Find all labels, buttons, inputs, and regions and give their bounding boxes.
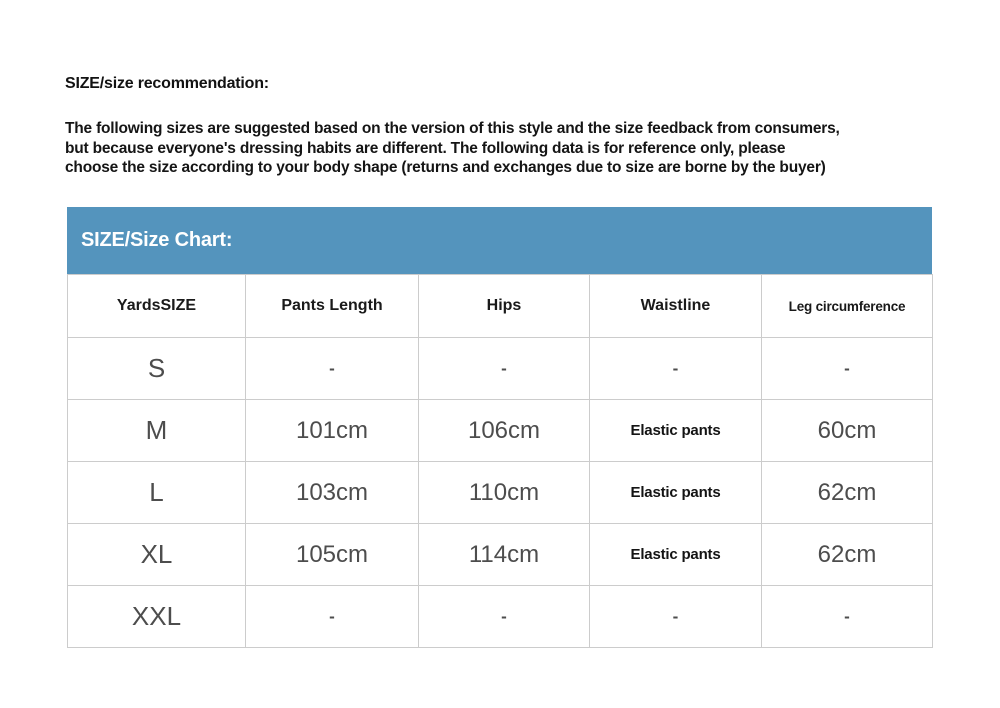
waistline-cell: - xyxy=(589,337,762,400)
size-chart-table: YardsSIZE Pants Length Hips Waistline Le… xyxy=(67,274,933,648)
intro-line-2: but because everyone's dressing habits a… xyxy=(65,139,786,157)
column-header-size: YardsSIZE xyxy=(67,274,246,338)
pants-length-cell: 105cm xyxy=(245,523,419,586)
column-header-leg-circumference: Leg circumference xyxy=(761,274,933,338)
table-row-s: S - - - - xyxy=(67,337,933,400)
pants-length-cell: 101cm xyxy=(245,399,419,462)
hips-cell: - xyxy=(418,585,590,648)
hips-cell: 114cm xyxy=(418,523,590,586)
table-header-row: YardsSIZE Pants Length Hips Waistline Le… xyxy=(67,274,933,338)
pants-length-cell: - xyxy=(245,337,419,400)
leg-circumference-cell: - xyxy=(761,337,933,400)
table-row-xxl: XXL - - - - xyxy=(67,585,933,648)
intro-line-3: choose the size according to your body s… xyxy=(65,159,826,176)
column-header-waistline: Waistline xyxy=(589,274,762,338)
waistline-cell: - xyxy=(589,585,762,648)
hips-cell: 110cm xyxy=(418,461,590,524)
leg-circumference-cell: 62cm xyxy=(761,523,933,586)
leg-circumference-cell: 62cm xyxy=(761,461,933,524)
waistline-cell: Elastic pants xyxy=(589,523,762,586)
pants-length-cell: 103cm xyxy=(245,461,419,524)
leg-circumference-cell: 60cm xyxy=(761,399,933,462)
leg-circumference-cell: - xyxy=(761,585,933,648)
waistline-cell: Elastic pants xyxy=(589,461,762,524)
size-cell: M xyxy=(67,399,246,462)
hips-cell: - xyxy=(418,337,590,400)
size-cell: XL xyxy=(67,523,246,586)
column-header-hips: Hips xyxy=(418,274,590,338)
pants-length-cell: - xyxy=(245,585,419,648)
size-cell: L xyxy=(67,461,246,524)
recommendation-heading: SIZE/size recommendation: xyxy=(65,75,269,92)
table-row-m: M 101cm 106cm Elastic pants 60cm xyxy=(67,399,933,462)
recommendation-text: The following sizes are suggested based … xyxy=(65,119,840,178)
size-chart-title: SIZE/Size Chart: xyxy=(81,229,233,251)
size-cell: S xyxy=(67,337,246,400)
column-header-pants-length: Pants Length xyxy=(245,274,419,338)
size-cell: XXL xyxy=(67,585,246,648)
waistline-cell: Elastic pants xyxy=(589,399,762,462)
intro-line-1: The following sizes are suggested based … xyxy=(65,120,840,137)
size-chart-title-bar: SIZE/Size Chart: xyxy=(67,207,932,274)
hips-cell: 106cm xyxy=(418,399,590,462)
table-row-xl: XL 105cm 114cm Elastic pants 62cm xyxy=(67,523,933,586)
table-row-l: L 103cm 110cm Elastic pants 62cm xyxy=(67,461,933,524)
